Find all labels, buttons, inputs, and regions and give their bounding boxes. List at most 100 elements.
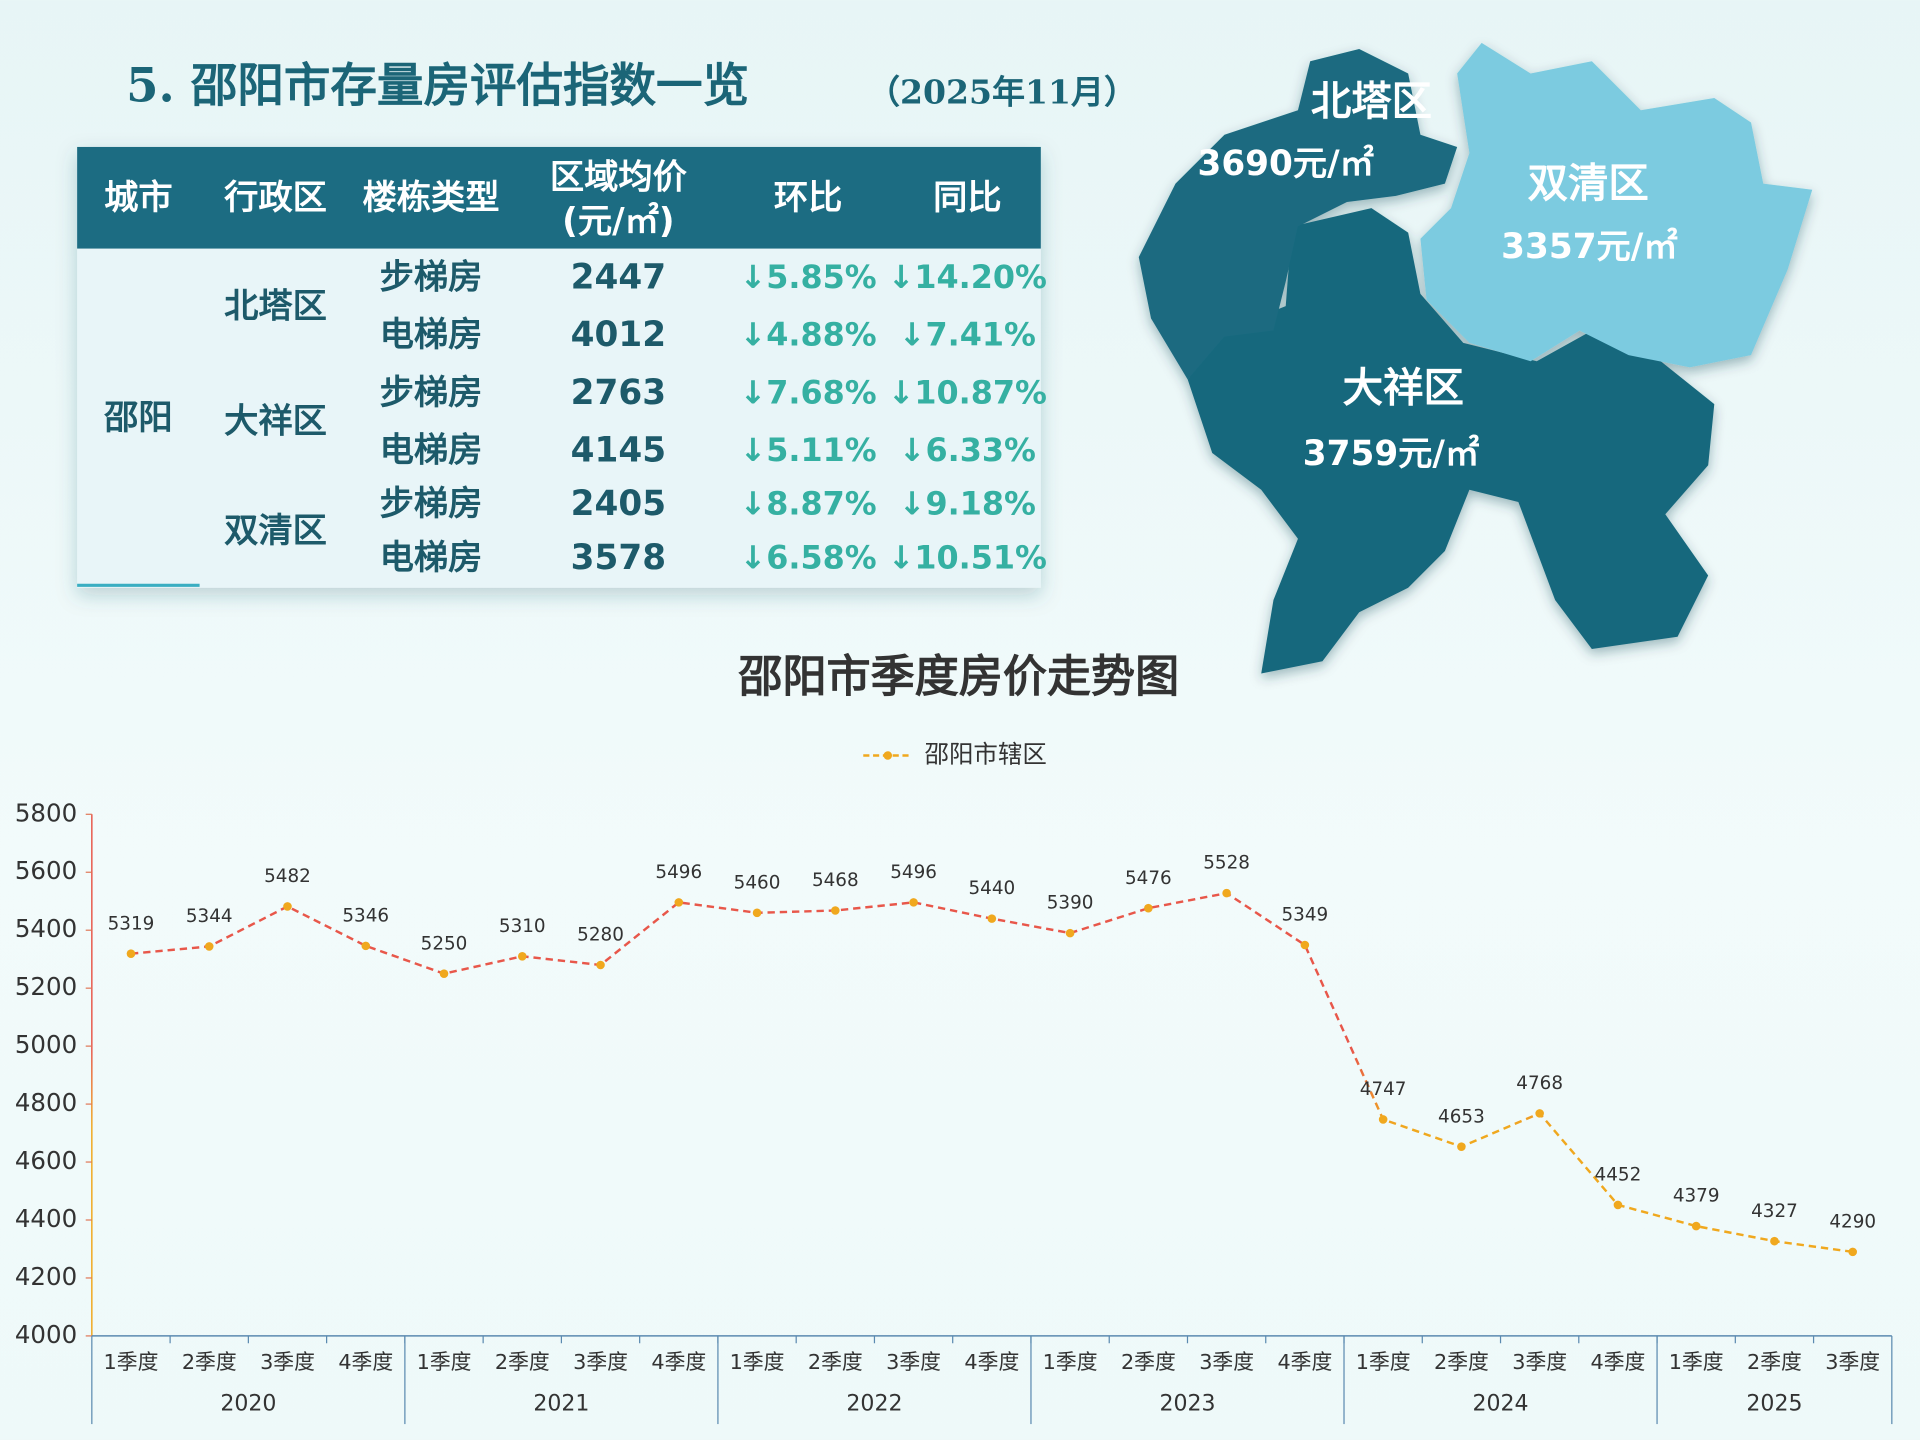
map-region-name: 大祥区	[1343, 364, 1464, 412]
table-header-cell: 环比	[774, 178, 843, 218]
data-point	[1848, 1247, 1857, 1257]
x-group-label: 2022	[846, 1391, 902, 1416]
data-label: 5310	[499, 916, 546, 937]
x-tick-label: 3季度	[886, 1350, 941, 1374]
data-label: 5468	[812, 870, 859, 891]
data-point	[1222, 888, 1231, 898]
data-point	[283, 902, 292, 911]
table-cell: 2405	[571, 484, 666, 524]
table-change-cell: ↓14.20%	[888, 258, 1047, 296]
map-region-price: 3690元/㎡	[1198, 144, 1374, 184]
x-tick-label: 1季度	[417, 1350, 472, 1374]
table-change-cell: ↓5.11%	[740, 431, 877, 469]
map-region-daxiang	[1187, 208, 1715, 674]
map-region-name: 双清区	[1528, 159, 1649, 207]
x-tick-label: 4季度	[338, 1350, 393, 1374]
table-change-cell: ↓7.68%	[740, 373, 877, 411]
table-cell: 步梯房	[380, 484, 483, 524]
table-change-cell: ↓5.85%	[740, 258, 877, 296]
y-tick-label: 5000	[15, 1030, 77, 1059]
y-tick-label: 4400	[15, 1204, 77, 1233]
y-tick-label: 5600	[15, 856, 77, 885]
y-tick-label: 4200	[15, 1262, 77, 1291]
map-region-price: 3357元/㎡	[1501, 227, 1677, 267]
data-point	[1378, 1115, 1388, 1124]
map-region-beita	[1138, 48, 1458, 380]
x-tick-label: 2季度	[1121, 1350, 1176, 1374]
data-point	[752, 908, 762, 918]
y-tick-label: 4800	[15, 1088, 77, 1117]
x-tick-label: 1季度	[1669, 1350, 1724, 1374]
x-tick-label: 4季度	[651, 1350, 706, 1374]
data-label: 4653	[1438, 1106, 1485, 1127]
x-group-label: 2021	[533, 1391, 589, 1416]
table-change-cell: ↓6.33%	[899, 431, 1036, 469]
data-point	[1144, 903, 1153, 913]
data-label: 5460	[734, 872, 781, 893]
data-label: 4327	[1751, 1201, 1798, 1222]
data-label: 4452	[1595, 1165, 1642, 1186]
table-cell: 步梯房	[380, 373, 483, 413]
data-label: 4379	[1673, 1186, 1720, 1207]
x-group-label: 2025	[1746, 1391, 1802, 1416]
table-change-cell: ↓10.51%	[888, 539, 1047, 577]
table-cell: 4012	[571, 315, 666, 355]
data-point	[439, 969, 449, 978]
map-region-price: 3759元/㎡	[1303, 434, 1479, 474]
page-title: 5. 邵阳市存量房评估指数一览	[126, 57, 749, 112]
data-label: 5390	[1047, 893, 1094, 914]
map	[1138, 42, 1813, 674]
x-group-label: 2024	[1472, 1391, 1528, 1416]
table-header-cell: (元/㎡)	[562, 201, 674, 241]
x-tick-label: 2季度	[1434, 1350, 1489, 1374]
data-label: 5440	[968, 878, 1015, 899]
table-header-cell: 区域均价	[550, 157, 688, 197]
x-tick-label: 1季度	[1043, 1350, 1098, 1374]
table-change-cell: ↓4.88%	[740, 316, 877, 354]
chart-title: 邵阳市季度房价走势图	[737, 652, 1179, 703]
data-point	[987, 914, 997, 923]
map-region-shuangqing	[1420, 42, 1813, 368]
table-header-cell: 同比	[933, 178, 1002, 218]
table-change-cell: ↓10.87%	[888, 373, 1047, 411]
data-point	[1300, 940, 1310, 950]
x-tick-label: 4季度	[1277, 1350, 1332, 1374]
table-change-cell: ↓6.58%	[740, 539, 877, 577]
x-tick-label: 3季度	[1512, 1350, 1567, 1374]
page-date: （2025年11月）	[867, 72, 1137, 111]
data-label: 5482	[264, 866, 311, 887]
y-tick-label: 5400	[15, 914, 77, 943]
data-label: 5349	[1282, 905, 1329, 926]
table-cell: 2763	[571, 373, 666, 413]
data-point	[1770, 1236, 1779, 1246]
x-tick-label: 2季度	[1747, 1350, 1802, 1374]
data-label: 5528	[1203, 853, 1250, 874]
y-tick-label: 4000	[15, 1320, 77, 1349]
map-region-name: 北塔区	[1311, 77, 1432, 125]
x-tick-label: 3季度	[573, 1350, 628, 1374]
data-point	[1065, 928, 1075, 938]
x-tick-label: 3季度	[260, 1350, 315, 1374]
series-line	[130, 891, 1853, 1254]
data-label: 5319	[108, 913, 155, 934]
x-tick-label: 2季度	[808, 1350, 863, 1374]
table-district: 北塔区	[224, 286, 327, 326]
x-tick-label: 1季度	[104, 1350, 159, 1374]
data-label: 4768	[1516, 1073, 1563, 1094]
data-point	[1457, 1142, 1466, 1151]
table-cell: 电梯房	[380, 430, 483, 470]
table-change-cell: ↓8.87%	[740, 485, 877, 523]
data-label: 5344	[186, 906, 233, 927]
data-label: 5280	[577, 925, 624, 946]
x-tick-label: 4季度	[1591, 1350, 1646, 1374]
table-change-cell: ↓9.18%	[899, 485, 1036, 523]
data-point	[1535, 1109, 1544, 1118]
chart: 4000 4200 4400 4600 4800 5000 5200 5400 5600 5800…	[15, 740, 1893, 1425]
data-point	[831, 906, 840, 915]
y-tick-label: 4600	[15, 1146, 77, 1175]
table-cell: 电梯房	[380, 315, 483, 355]
x-tick-label: 3季度	[1199, 1350, 1254, 1374]
legend-label: 邵阳市辖区	[924, 740, 1046, 769]
